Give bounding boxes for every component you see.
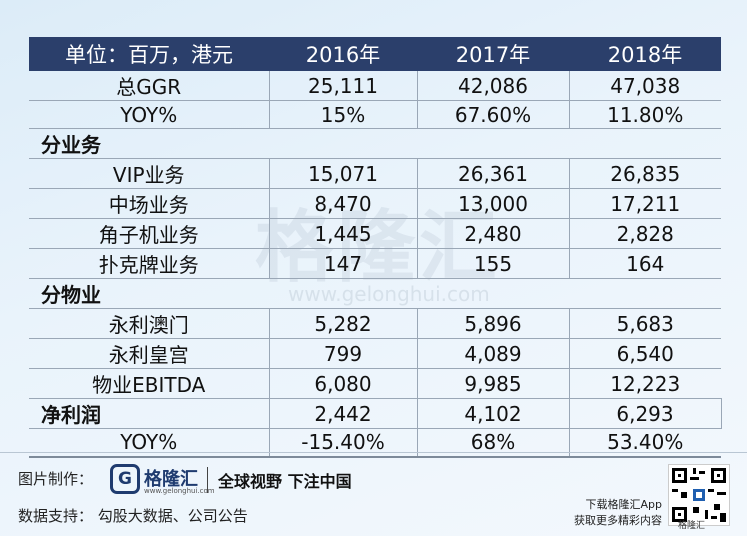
cell-2016: 1,445 xyxy=(269,218,418,249)
footer-divider xyxy=(0,452,747,453)
logo-letter: G xyxy=(118,469,132,489)
app-promo: 下载格隆汇App 获取更多精彩内容 xyxy=(574,497,662,529)
header-2017: 2017年 xyxy=(417,37,569,71)
header-2018: 2018年 xyxy=(569,37,721,71)
section-row: 分业务 xyxy=(29,128,721,159)
table-row: 中场业务 8,470 13,000 17,211 xyxy=(29,188,721,219)
cell-2018: 5,683 xyxy=(569,308,721,339)
cell-2018: 2,828 xyxy=(569,218,721,249)
row-label: 净利润 xyxy=(29,398,270,429)
data-source: 数据支持： 勾股大数据、公司公告 xyxy=(18,507,248,525)
table-row: 净利润 2,442 4,102 6,293 xyxy=(29,398,722,429)
cell-2017: 26,361 xyxy=(417,158,570,189)
row-label: VIP业务 xyxy=(29,158,270,189)
table-row: VIP业务 15,071 26,361 26,835 xyxy=(29,158,721,189)
cell-2017: 4,089 xyxy=(417,338,570,369)
table-header-row: 单位：百万，港元 2016年 2017年 2018年 xyxy=(29,37,721,71)
cell-2017: 4,102 xyxy=(417,398,570,429)
cell-2018: 11.80% xyxy=(569,100,721,129)
cell-2018: 6,293 xyxy=(569,398,722,429)
cell-2017: 2,480 xyxy=(417,218,570,249)
cell-2018: 6,540 xyxy=(569,338,721,369)
financial-table: 单位：百万，港元 2016年 2017年 2018年 总GGR 25,111 42,… xyxy=(29,37,722,458)
table-row: 扑克牌业务 147 155 164 xyxy=(29,248,721,279)
row-label: 中场业务 xyxy=(29,188,270,219)
cell-2016: 5,282 xyxy=(269,308,418,339)
cell-2016: 25,111 xyxy=(269,71,418,101)
cell-2016: 8,470 xyxy=(269,188,418,219)
cell-2016: 15% xyxy=(269,100,418,129)
cell-2018: 164 xyxy=(569,248,721,279)
cell-2016: 15,071 xyxy=(269,158,418,189)
table-row: 物业EBITDA 6,080 9,985 12,223 xyxy=(29,368,721,399)
row-label: 角子机业务 xyxy=(29,218,270,249)
row-label: 永利皇宫 xyxy=(29,338,270,369)
cell-2017: 155 xyxy=(417,248,570,279)
table-row: 总GGR 25,111 42,086 47,038 xyxy=(29,71,721,101)
table-row: 永利皇宫 799 4,089 6,540 xyxy=(29,338,721,369)
cell-2018: 17,211 xyxy=(569,188,721,219)
gelonghui-logo-icon: G xyxy=(110,464,140,494)
app-promo-line2: 获取更多精彩内容 xyxy=(574,514,662,527)
header-unit: 单位：百万，港元 xyxy=(29,37,269,71)
section-row: 分物业 xyxy=(29,278,721,309)
header-2016: 2016年 xyxy=(269,37,417,71)
table-row: 永利澳门 5,282 5,896 5,683 xyxy=(29,308,721,339)
cell-2018: 47,038 xyxy=(569,71,721,101)
credit-label: 图片制作： xyxy=(18,470,94,488)
table-row: YOY% 15% 67.60% 11.80% xyxy=(29,100,721,129)
logo-url: www.gelonghui.com xyxy=(144,487,215,495)
cell-2018: 26,835 xyxy=(569,158,721,189)
cell-2017: 13,000 xyxy=(417,188,570,219)
cell-2017: 42,086 xyxy=(417,71,570,101)
cell-2016: 2,442 xyxy=(269,398,418,429)
cell-2017: 5,896 xyxy=(417,308,570,339)
cell-2016: 6,080 xyxy=(269,368,418,399)
table-row: 角子机业务 1,445 2,480 2,828 xyxy=(29,218,721,249)
cell-2017: 9,985 xyxy=(417,368,570,399)
row-label: 物业EBITDA xyxy=(29,368,270,399)
row-label: 总GGR xyxy=(29,71,270,101)
row-label: 扑克牌业务 xyxy=(29,248,270,279)
slogan: 全球视野 下注中国 xyxy=(218,472,352,491)
row-label: YOY% xyxy=(29,100,270,129)
cell-2017: 67.60% xyxy=(417,100,570,129)
logo-name: 格隆汇 xyxy=(144,469,198,490)
section-label: 分业务 xyxy=(29,128,721,159)
cell-2016: 799 xyxy=(269,338,418,369)
qr-code-icon[interactable] xyxy=(668,464,730,526)
app-promo-line1: 下载格隆汇App xyxy=(585,498,663,511)
qr-caption: 格隆汇 xyxy=(678,521,706,531)
cell-2016: 147 xyxy=(269,248,418,279)
cell-2018: 12,223 xyxy=(569,368,721,399)
section-label: 分物业 xyxy=(29,278,721,309)
logo-separator xyxy=(207,467,208,493)
row-label: 永利澳门 xyxy=(29,308,270,339)
